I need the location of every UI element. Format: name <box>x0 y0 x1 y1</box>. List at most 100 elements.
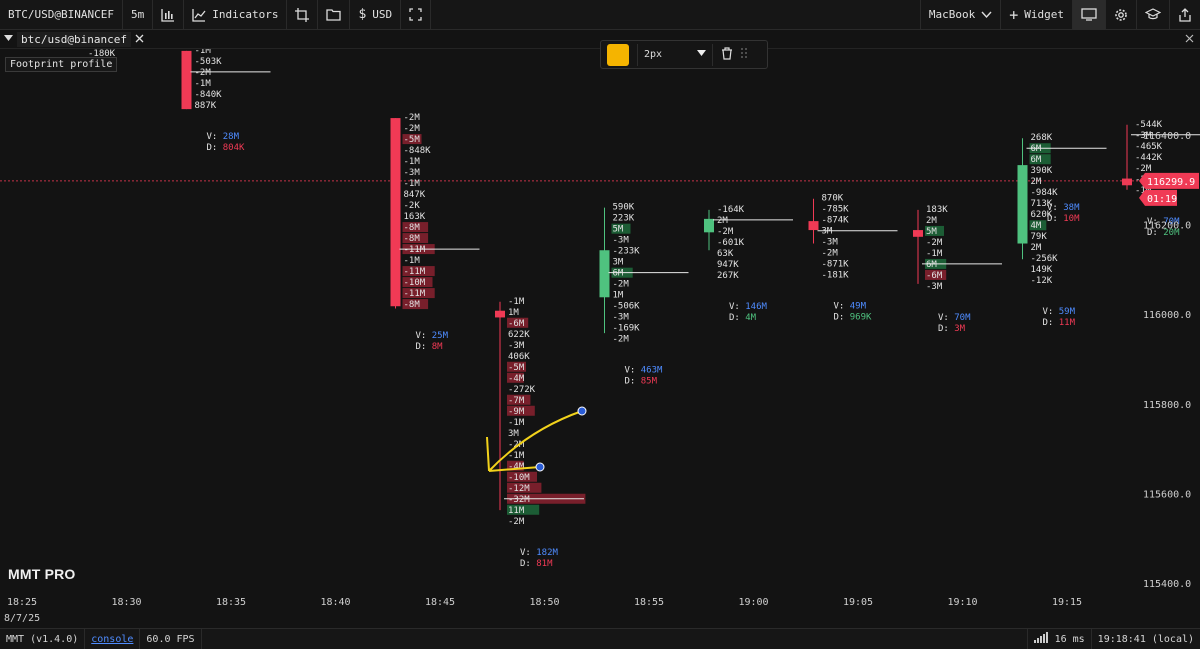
console-link[interactable]: console <box>91 633 134 645</box>
pane-tab[interactable]: btc/usd@binancef <box>0 30 148 49</box>
footprint-cell-value: -1M <box>404 179 421 189</box>
footprint-cell-value: -1M <box>404 157 421 167</box>
indicators-button[interactable]: Indicators <box>184 0 288 30</box>
footprint-cell-value: -181K <box>822 271 850 281</box>
drawing-handle[interactable] <box>577 406 587 416</box>
close-icon[interactable] <box>135 33 144 46</box>
footprint-cell-value: -1M <box>508 297 525 307</box>
footprint-cell-value: -2K <box>404 201 421 211</box>
countdown-label: 01:19 <box>1147 194 1177 205</box>
footprint-candle[interactable]: 268K6M6M390K2M-984K713K620K4M79K2M-256K1… <box>1017 133 1107 328</box>
footprint-cell-value: -1M <box>195 49 212 56</box>
footprint-candle[interactable]: 590K223K5M-3M-233K3M6M-2M1M-506K-3M-169K… <box>599 203 689 387</box>
footprint-cell-value: -12M <box>508 484 530 494</box>
footprint-cell-value: -2M <box>613 280 630 290</box>
volume-stat: V: 59M <box>1043 307 1076 317</box>
workspace-selector[interactable]: MacBook <box>919 0 1000 30</box>
pane-close-icon[interactable] <box>1185 32 1194 46</box>
settings-button[interactable] <box>1105 0 1136 30</box>
footprint-volume-bar <box>402 299 429 310</box>
footprint-cell-value: 847K <box>404 190 426 200</box>
delta-stat: D: 969K <box>834 313 873 323</box>
footprint-cell-value: -984K <box>1031 188 1059 198</box>
stroke-width-select[interactable]: 2px <box>637 43 713 66</box>
price-tick-label: 115600.0 <box>1143 489 1191 500</box>
symbol-label: BTC/USD@BINANCEF <box>8 8 114 21</box>
display-button[interactable] <box>1072 0 1105 30</box>
footprint-cell-value: 267K <box>717 271 739 281</box>
fullscreen-button[interactable] <box>401 0 432 30</box>
footprint-volume-bar <box>611 223 631 234</box>
add-widget-button[interactable]: + Widget <box>1000 0 1072 30</box>
chevron-down-icon <box>981 11 992 19</box>
currency-selector[interactable]: $ USD <box>350 0 402 30</box>
volume-stat: V: 38M <box>1047 203 1080 213</box>
chart-type-button[interactable] <box>153 0 185 30</box>
delta-stat: D: 4M <box>729 313 757 323</box>
date-label: 8/7/25 <box>4 613 41 624</box>
candle-body <box>1122 178 1132 186</box>
folder-icon <box>326 8 342 21</box>
footprint-cell-value: 3M <box>613 258 624 268</box>
price-tick-label: 116000.0 <box>1143 310 1191 321</box>
footprint-cell-value: -871K <box>822 260 850 270</box>
timeframe-selector[interactable]: 5m <box>123 0 154 30</box>
volume-value: 25M <box>432 331 449 341</box>
last-price-tag <box>1139 172 1199 189</box>
freehand-drawing[interactable] <box>486 406 587 472</box>
footprint-cell-value: 79K <box>1031 232 1048 242</box>
candle-body <box>599 250 610 298</box>
delta-value: 20M <box>1163 228 1180 238</box>
console-link-cell[interactable]: console <box>85 628 141 649</box>
price-tick-label: 115800.0 <box>1143 400 1191 411</box>
footprint-cell-value: -9M <box>508 407 525 417</box>
footprint-cell-value: 390K <box>1031 166 1053 176</box>
footprint-cell-value: 406K <box>508 352 530 362</box>
delta-value: 3M <box>954 324 965 334</box>
open-layout-button[interactable] <box>318 0 351 30</box>
filter-icon[interactable] <box>4 33 13 46</box>
drawing-toolbar: 2px <box>600 40 768 69</box>
volume-stat: V: 25M <box>416 331 449 341</box>
timeframe-label: 5m <box>130 8 145 21</box>
footprint-cell-value: -442K <box>1135 153 1163 163</box>
color-swatch[interactable] <box>607 43 629 66</box>
footprint-candle[interactable]: -2M-2M-5M-848K-1M-3M-1M847K-2K163K-8M-8M… <box>390 113 480 352</box>
footprint-candle[interactable]: -1M1M-6M622K-3M406K-5M-4M-272K-7M-9M-1M3… <box>495 297 586 569</box>
footprint-cell-value: -10M <box>404 278 426 288</box>
learn-button[interactable] <box>1136 0 1169 30</box>
candle-body <box>913 230 923 237</box>
footprint-cell-value: -169K <box>613 324 641 334</box>
trash-icon[interactable] <box>721 46 733 63</box>
symbol-selector[interactable]: BTC/USD@BINANCEF <box>0 0 123 30</box>
volume-value: 38M <box>1063 203 1080 213</box>
footprint-cell-value: 713K <box>1031 199 1053 209</box>
bar-chart-icon <box>161 8 175 22</box>
footprint-cell-value: -2M <box>926 238 943 248</box>
footprint-chart[interactable]: -1M -503K -2M -1M -840K 887K V: 28M D: 804K -2M -… <box>0 49 1200 624</box>
footprint-cell-value: -1M <box>404 256 421 266</box>
drawing-tools-button[interactable] <box>287 0 319 30</box>
brand-logo: MMT PRO <box>8 566 76 582</box>
share-button[interactable] <box>1169 0 1200 30</box>
drawing-handle[interactable] <box>535 462 545 472</box>
status-bar: MMT (v1.4.0) console 60.0 FPS 16 ms 19:1… <box>0 628 1200 649</box>
footprint-cell-value: -2M <box>195 68 212 78</box>
footprint-cell-value: 2M <box>1031 243 1042 253</box>
footprint-cell-value: 6M <box>613 269 624 279</box>
footprint-volume-bar <box>507 504 540 515</box>
footprint-cell-value: -256K <box>1031 254 1059 264</box>
footprint-cell-value: -506K <box>613 302 641 312</box>
volume-stat: V: 49M <box>834 302 867 312</box>
countdown-tag <box>1139 189 1177 206</box>
footprint-cell-value: -1M <box>926 249 943 259</box>
footprint-volume-bar <box>402 288 435 299</box>
graduation-cap-icon <box>1145 8 1161 21</box>
delta-stat: D: 81M <box>520 559 553 569</box>
drag-handle-icon[interactable] <box>741 48 747 61</box>
